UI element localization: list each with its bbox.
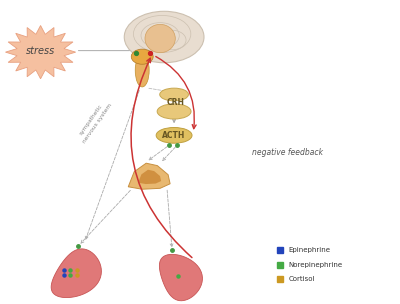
Polygon shape [6, 26, 76, 79]
Polygon shape [128, 163, 170, 189]
Polygon shape [159, 254, 202, 301]
Ellipse shape [160, 88, 188, 101]
Ellipse shape [145, 24, 175, 53]
Ellipse shape [135, 54, 149, 87]
Text: Cortisol: Cortisol [288, 276, 315, 282]
Text: ACTH: ACTH [162, 131, 186, 140]
Text: Norepinephrine: Norepinephrine [288, 262, 343, 268]
Text: Epinephrine: Epinephrine [288, 247, 330, 253]
Text: stress: stress [26, 46, 55, 56]
Ellipse shape [131, 49, 153, 64]
Text: sympathetic
nervous system: sympathetic nervous system [76, 99, 113, 144]
Text: CRH: CRH [167, 98, 185, 107]
Text: negative feedback: negative feedback [252, 147, 323, 157]
Ellipse shape [124, 11, 204, 63]
Polygon shape [138, 170, 161, 184]
Ellipse shape [156, 127, 192, 143]
Polygon shape [51, 249, 101, 298]
Ellipse shape [157, 104, 191, 119]
